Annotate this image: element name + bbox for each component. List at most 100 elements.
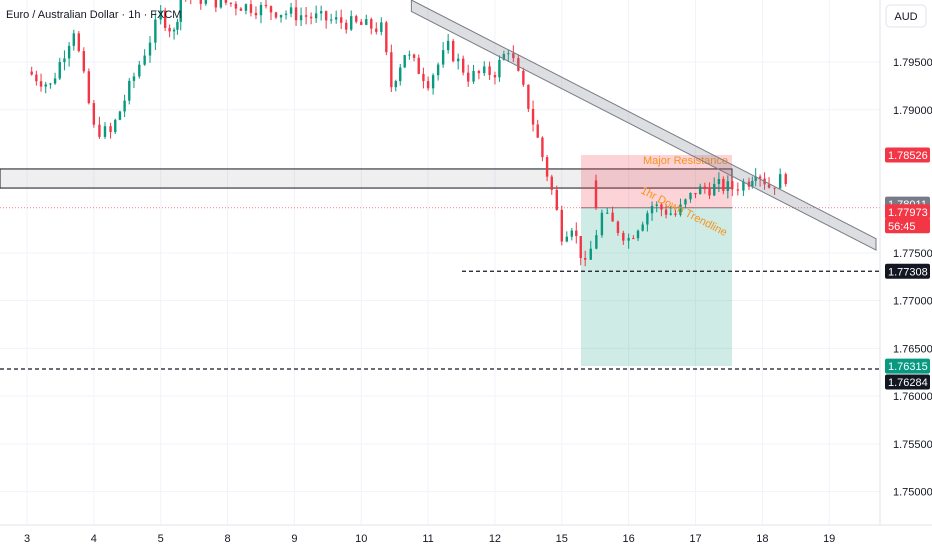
price-axis[interactable]: 1.79500 1.79000 1.77500 1.77000 1.76500 1.760… xyxy=(893,57,932,499)
x-tick-label: 4 xyxy=(91,533,97,545)
price-tag-label: 1.78526 xyxy=(888,150,928,162)
candle-body xyxy=(103,126,107,137)
candle-body xyxy=(507,53,510,55)
candle-body xyxy=(304,15,308,17)
candle-body xyxy=(641,224,644,231)
candle-body xyxy=(159,10,162,20)
candle-body xyxy=(493,75,497,78)
candle-body xyxy=(627,238,630,241)
candle-body xyxy=(545,157,549,177)
candle-body xyxy=(679,204,682,215)
candle-body xyxy=(595,235,598,249)
candle-body xyxy=(731,181,734,190)
price-tag xyxy=(885,204,930,220)
price-tag xyxy=(885,374,930,390)
candle-body xyxy=(339,17,343,23)
candle-body xyxy=(636,230,640,239)
y-tick-label: 1.76500 xyxy=(893,343,932,355)
candle-body xyxy=(550,176,553,190)
take-profit-zone[interactable] xyxy=(581,207,732,367)
y-tick-label: 1.75000 xyxy=(893,487,932,499)
candle-body xyxy=(713,184,716,196)
candle-body xyxy=(616,221,620,233)
candle-body xyxy=(694,192,697,195)
candle-body xyxy=(274,12,278,18)
candle-body xyxy=(279,14,283,18)
candle-body xyxy=(451,40,455,62)
candle-body xyxy=(408,54,411,56)
candle-body xyxy=(403,55,406,68)
candle-body xyxy=(684,199,687,205)
candle-body xyxy=(109,126,112,133)
candle-body xyxy=(531,108,535,125)
candle-body xyxy=(380,22,383,32)
downtrend-channel[interactable] xyxy=(410,0,877,251)
candle-body xyxy=(778,174,782,189)
candle-body xyxy=(431,75,435,89)
candle-body xyxy=(77,33,81,52)
candle-body xyxy=(541,137,544,158)
candle-body xyxy=(722,179,725,191)
candle-body xyxy=(249,4,253,13)
time-axis[interactable]: 3 4 5 8 9 10 11 12 15 16 17 18 19 xyxy=(24,533,835,545)
candle-body xyxy=(589,248,592,260)
candle-body xyxy=(726,181,730,191)
candle-body xyxy=(118,111,122,120)
x-tick-label: 8 xyxy=(224,533,230,545)
candle-body xyxy=(736,189,740,191)
price-tag-label: 56:45 xyxy=(888,221,916,233)
candle-body xyxy=(360,21,363,25)
candle-body xyxy=(179,0,182,22)
candle-body xyxy=(35,74,38,82)
y-tick-label: 1.79500 xyxy=(893,57,932,69)
candle-body xyxy=(204,0,208,4)
candle-body xyxy=(98,124,101,137)
candle-body xyxy=(606,212,609,214)
stop-loss-zone[interactable] xyxy=(581,155,732,208)
candle-body xyxy=(244,4,248,11)
candle-body xyxy=(143,55,146,65)
candle-body xyxy=(502,53,506,60)
candle-body xyxy=(350,16,353,30)
candle-body xyxy=(570,230,574,237)
candle-body xyxy=(689,192,692,200)
candle-body xyxy=(299,15,303,21)
candle-body xyxy=(754,176,757,181)
x-tick-label: 9 xyxy=(291,533,297,545)
candle-body xyxy=(747,181,751,187)
candle-body xyxy=(426,81,430,89)
candle-body xyxy=(44,84,47,87)
candle-body xyxy=(751,180,754,187)
candle-body xyxy=(472,70,475,82)
candle-body xyxy=(565,236,569,242)
candle-body xyxy=(375,28,378,32)
currency-button[interactable]: AUD xyxy=(885,4,927,28)
y-tick-label: 1.77500 xyxy=(893,248,932,260)
candle-body xyxy=(148,42,152,56)
candle-body xyxy=(784,174,787,184)
candle-body xyxy=(67,45,71,59)
chart-title: Euro / Australian Dollar · 1h · FXCM xyxy=(6,9,181,21)
price-tag-label: 1.77973 xyxy=(888,207,928,219)
candle-body xyxy=(30,71,33,75)
candle-body xyxy=(254,12,258,16)
candle-body xyxy=(527,84,530,109)
candle-body xyxy=(412,54,416,58)
candle-body xyxy=(622,232,625,241)
candle-body xyxy=(446,40,450,51)
candle-body xyxy=(536,124,539,138)
candle-body xyxy=(334,17,338,20)
candle-body xyxy=(669,213,672,215)
x-tick-label: 17 xyxy=(689,533,701,545)
candle-body xyxy=(289,7,293,14)
candle-body xyxy=(417,57,420,74)
candle-body xyxy=(594,180,598,209)
candle-body xyxy=(365,19,368,25)
candle-body xyxy=(650,205,654,214)
candle-body xyxy=(579,236,582,259)
price-tag-label: 1.77308 xyxy=(888,266,928,278)
candle-body xyxy=(555,189,558,210)
candle-body xyxy=(154,19,157,43)
candle-body xyxy=(441,50,445,65)
